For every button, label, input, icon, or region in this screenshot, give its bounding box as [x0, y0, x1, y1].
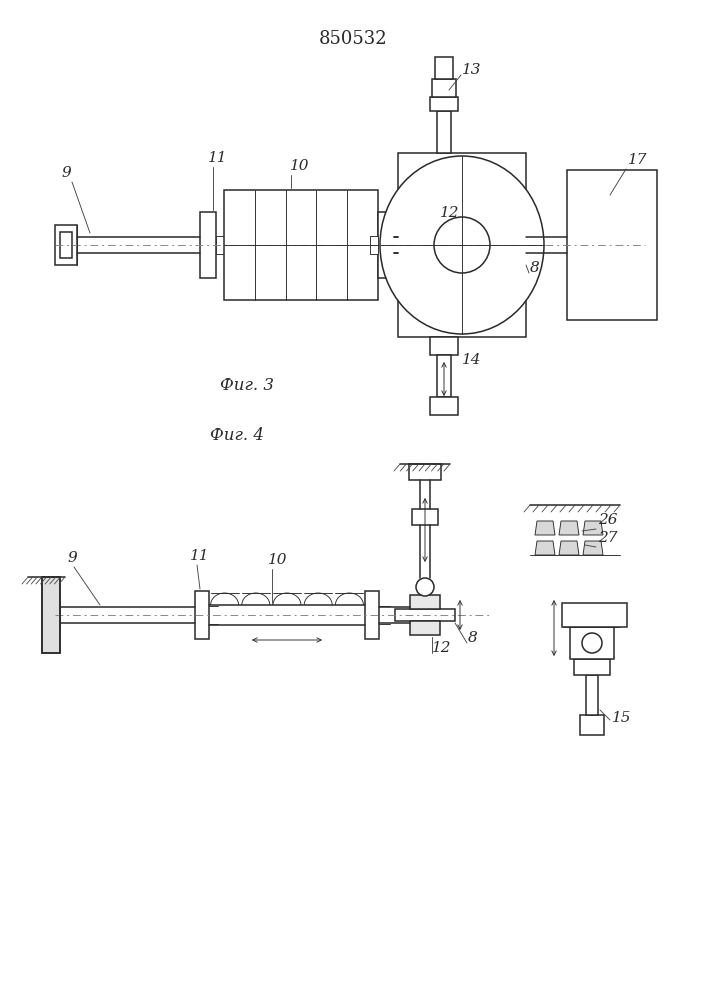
Text: 27: 27 — [598, 531, 617, 545]
Text: 9: 9 — [68, 551, 78, 565]
Text: 8: 8 — [468, 631, 478, 645]
Bar — [567, 170, 657, 320]
Bar — [437, 355, 451, 397]
Bar — [586, 675, 598, 715]
Text: 26: 26 — [598, 513, 617, 527]
Text: 12: 12 — [432, 641, 452, 655]
Bar — [42, 577, 60, 653]
Polygon shape — [559, 541, 579, 555]
Text: 8: 8 — [530, 261, 539, 275]
Bar — [432, 79, 456, 97]
Text: 15: 15 — [612, 711, 631, 725]
Bar — [216, 236, 224, 254]
Bar — [398, 153, 526, 337]
Bar — [412, 509, 438, 525]
Polygon shape — [559, 521, 579, 535]
Text: Фиг. 4: Фиг. 4 — [210, 427, 264, 444]
Bar — [430, 337, 458, 355]
Ellipse shape — [380, 156, 544, 334]
Circle shape — [434, 217, 490, 273]
Bar — [195, 591, 209, 639]
Text: 11: 11 — [190, 549, 209, 563]
Text: 17: 17 — [628, 153, 648, 167]
Text: 9: 9 — [62, 166, 71, 180]
Bar — [564, 605, 620, 615]
Bar — [430, 97, 458, 111]
Text: 10: 10 — [290, 159, 310, 173]
Bar — [410, 621, 440, 635]
Bar — [570, 627, 614, 659]
Bar — [430, 397, 458, 415]
Text: Фиг. 3: Фиг. 3 — [220, 377, 274, 394]
Bar — [580, 715, 604, 735]
Polygon shape — [535, 541, 555, 555]
Bar — [564, 615, 620, 627]
Text: 12: 12 — [440, 206, 460, 220]
Circle shape — [416, 578, 434, 596]
Bar — [55, 225, 77, 265]
Bar — [409, 464, 441, 480]
Bar — [200, 212, 216, 278]
Bar — [435, 57, 453, 79]
Text: 11: 11 — [208, 151, 228, 165]
Bar — [395, 609, 455, 621]
Text: 850532: 850532 — [319, 30, 387, 48]
Polygon shape — [583, 521, 603, 535]
Polygon shape — [535, 521, 555, 535]
Text: 10: 10 — [268, 553, 288, 567]
Circle shape — [582, 633, 602, 653]
Text: 13: 13 — [462, 63, 481, 77]
Bar — [410, 595, 440, 609]
Text: 14: 14 — [462, 353, 481, 367]
Bar — [60, 232, 72, 258]
Bar — [370, 236, 378, 254]
Bar — [574, 659, 610, 675]
Bar — [224, 190, 378, 300]
Bar — [365, 591, 379, 639]
Bar — [437, 111, 451, 153]
Bar — [378, 212, 394, 278]
Bar — [562, 603, 627, 627]
Polygon shape — [583, 541, 603, 555]
